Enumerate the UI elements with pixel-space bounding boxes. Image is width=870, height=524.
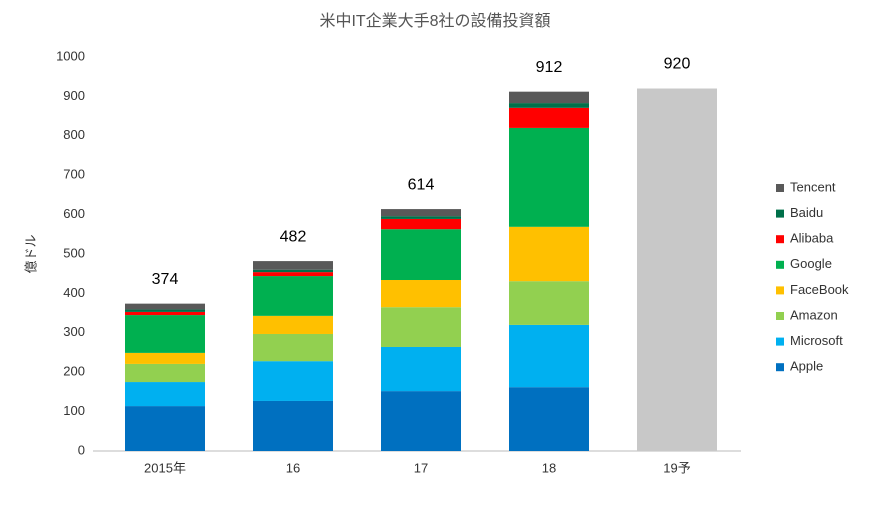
x-tick-label: 2015年 <box>144 460 186 475</box>
bar-segment <box>509 127 589 227</box>
bar-segment <box>381 218 461 230</box>
legend-label: Microsoft <box>790 333 843 348</box>
bar-segment <box>509 91 589 104</box>
chart-title: 米中IT企業大手8社の設備投資額 <box>319 12 550 30</box>
legend-swatch <box>776 312 784 320</box>
y-tick-label: 400 <box>63 285 85 300</box>
total-label: 614 <box>408 176 435 193</box>
y-tick-label: 300 <box>63 324 85 339</box>
bar-segment <box>509 281 589 325</box>
bar-segment <box>253 333 333 362</box>
bar-segment <box>381 391 461 451</box>
total-label: 912 <box>536 59 563 76</box>
bar-segment <box>253 361 333 401</box>
bar-segment <box>253 269 333 273</box>
total-label: 374 <box>152 271 179 288</box>
x-tick-label: 17 <box>414 460 428 475</box>
bar-segment <box>509 107 589 128</box>
bar-segment <box>125 309 205 312</box>
bar-segment <box>509 387 589 451</box>
legend-swatch <box>776 363 784 372</box>
bar-segment <box>253 276 333 316</box>
bar-segment <box>381 346 461 392</box>
y-tick-label: 600 <box>63 206 85 221</box>
legend-swatch <box>776 184 784 192</box>
y-tick-label: 1000 <box>56 48 85 63</box>
y-tick-label: 700 <box>63 167 85 182</box>
legend-label: Google <box>790 256 832 271</box>
x-tick-label: 19予 <box>663 460 690 475</box>
bar-segment <box>509 324 589 388</box>
bar-segment <box>125 315 205 353</box>
y-tick-label: 100 <box>63 403 85 418</box>
legend-swatch <box>776 286 784 295</box>
legend-label: Alibaba <box>790 231 834 246</box>
y-tick-label: 200 <box>63 364 85 379</box>
x-tick-label: 16 <box>286 460 300 475</box>
total-label: 920 <box>664 56 691 73</box>
bar-segment <box>125 303 205 310</box>
bar-segment <box>381 229 461 281</box>
legend-label: FaceBook <box>790 282 849 297</box>
legend-swatch <box>776 260 784 269</box>
y-tick-label: 500 <box>63 245 85 260</box>
y-tick-label: 900 <box>63 88 85 103</box>
legend-swatch <box>776 235 784 244</box>
bar-segment <box>253 400 333 451</box>
bar-segment <box>509 226 589 282</box>
y-tick-label: 800 <box>63 127 85 142</box>
bar-segment <box>253 315 333 334</box>
total-label: 482 <box>280 228 307 245</box>
legend-swatch <box>776 337 784 346</box>
bar-segment <box>381 280 461 308</box>
bar-segment <box>381 209 461 217</box>
y-tick-label: 0 <box>78 442 85 457</box>
bar-segment <box>637 88 717 452</box>
legend-label: Baidu <box>790 205 823 220</box>
bar-segment <box>125 382 205 407</box>
legend-label: Amazon <box>790 307 838 322</box>
bar-segment <box>125 311 205 316</box>
x-tick-label: 18 <box>542 460 556 475</box>
bar-segment <box>509 103 589 108</box>
bar-segment <box>381 307 461 347</box>
bar-segment <box>125 406 205 451</box>
bar-segment <box>125 352 205 364</box>
legend-swatch <box>776 209 784 218</box>
legend-label: Apple <box>790 359 823 374</box>
bar-segment <box>125 363 205 383</box>
bar-segment <box>381 216 461 219</box>
bar-segment <box>253 272 333 277</box>
bar-segment <box>253 261 333 270</box>
legend-label: Tencent <box>790 179 836 194</box>
y-axis-label: 億ドル <box>23 234 38 273</box>
